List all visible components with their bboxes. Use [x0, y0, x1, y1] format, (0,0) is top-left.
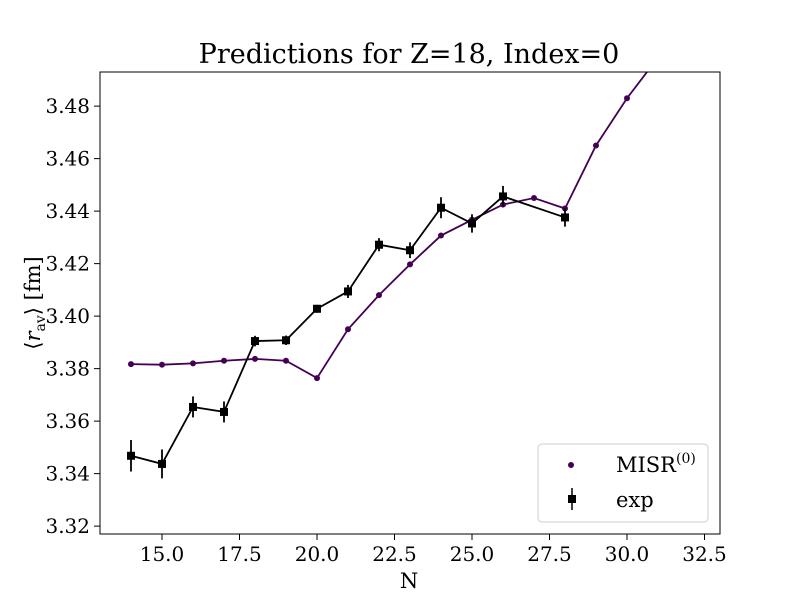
misr-point: [159, 361, 165, 368]
y-label-unit: [fm]: [21, 256, 45, 307]
exp-point: [561, 213, 569, 222]
x-axis: 15.0 17.5 20.0 22.5 25.0 27.5 30.0 32.5: [140, 534, 727, 566]
misr-point: [252, 355, 258, 362]
y-tick-label: 3.46: [45, 147, 90, 171]
y-tick-label: 3.44: [45, 199, 90, 223]
legend-marker-exp: [568, 495, 576, 503]
y-tick-label: 3.34: [45, 462, 90, 486]
misr-point: [190, 360, 196, 367]
exp-point: [344, 287, 352, 296]
misr-point: [407, 261, 413, 268]
legend-label-misr: MISR(0): [616, 451, 696, 477]
series-line-exp: [130, 195, 566, 465]
misr-point: [531, 195, 537, 201]
y-tick-label: 3.38: [45, 357, 90, 381]
misr-point: [438, 232, 444, 239]
x-tick-label: 15.0: [140, 542, 185, 566]
misr-point: [593, 142, 599, 149]
y-tick-label: 3.36: [45, 409, 90, 433]
legend-marker-misr: [568, 462, 574, 468]
legend: MISR(0) exp: [537, 443, 709, 523]
legend-label-misr-sup: (0): [676, 451, 696, 467]
misr-point: [314, 375, 320, 382]
plot-frame: [99, 71, 721, 535]
x-tick-label: 27.5: [527, 542, 572, 566]
misr-point: [655, 55, 661, 61]
exp-point: [375, 240, 383, 249]
misr-point: [376, 292, 382, 299]
exp-point: [220, 407, 228, 416]
exp-point: [313, 304, 321, 313]
series-layer: [127, 55, 661, 479]
chart-title: Predictions for Z=18, Index=0: [199, 39, 620, 70]
misr-point: [283, 357, 289, 364]
x-tick-label: 25.0: [450, 542, 495, 566]
y-axis-label: ⟨rav⟩ [fm]: [21, 256, 49, 349]
y-label-close: ⟩: [21, 307, 45, 315]
y-tick-label: 3.32: [45, 514, 90, 538]
exp-point: [127, 451, 135, 460]
exp-point: [189, 402, 197, 411]
legend-label-exp: exp: [616, 488, 654, 512]
legend-box: [537, 443, 709, 523]
x-tick-label: 32.5: [682, 542, 727, 566]
x-tick-label: 30.0: [605, 542, 650, 566]
exp-point: [468, 219, 476, 228]
x-tick-label: 17.5: [217, 542, 262, 566]
y-tick-label: 3.42: [45, 252, 90, 276]
x-tick-label: 20.0: [295, 542, 340, 566]
y-label-open: ⟨: [21, 342, 45, 350]
y-axis: 3.32 3.34 3.36 3.38 3.40 3.42 3.44 3.46 3.48: [45, 94, 100, 538]
plot-area: [99, 55, 721, 535]
misr-point: [128, 361, 134, 368]
x-axis-label: N: [400, 569, 418, 593]
y-label-var: r: [21, 330, 45, 342]
y-tick-label: 3.48: [45, 94, 90, 118]
x-tick-label: 22.5: [372, 542, 417, 566]
exp-point: [406, 246, 414, 255]
misr-point: [624, 95, 630, 102]
legend-label-misr-base: MISR: [616, 453, 677, 477]
y-label-sub: av: [33, 315, 49, 331]
exp-point: [251, 337, 259, 346]
y-tick-label: 3.40: [45, 304, 90, 328]
exp-point: [282, 336, 290, 345]
exp-point: [437, 203, 445, 212]
exp-point: [499, 192, 507, 201]
series-line-misr: [130, 72, 649, 380]
misr-point: [345, 326, 351, 333]
misr-point: [221, 357, 227, 364]
exp-point: [158, 459, 166, 468]
